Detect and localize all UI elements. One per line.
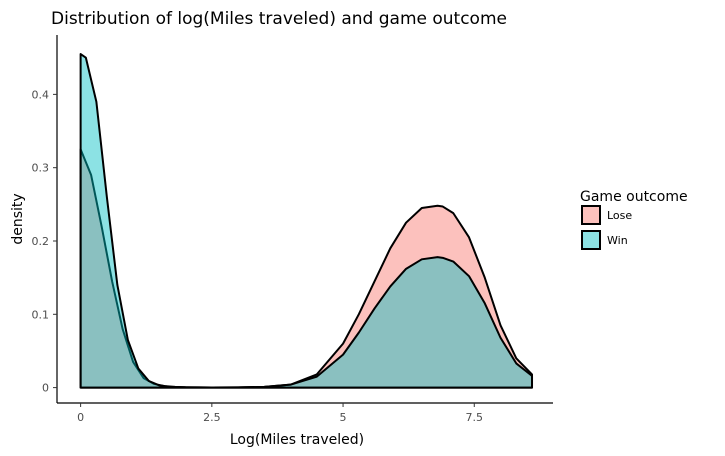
y-ticks: 0 0.1 0.2 0.3 0.4 <box>32 88 57 395</box>
y-tick-label: 0 <box>42 382 49 395</box>
y-axis-title: density <box>10 193 26 244</box>
x-tick-label: 0 <box>77 411 84 424</box>
x-tick-label: 2.5 <box>203 411 221 424</box>
x-tick-label: 7.5 <box>466 411 484 424</box>
legend-label-win: Win <box>607 234 628 247</box>
y-tick-label: 0.3 <box>32 162 50 175</box>
density-area-lose <box>79 148 534 389</box>
y-tick-label: 0.2 <box>32 235 50 248</box>
legend-items: Lose Win <box>581 205 632 250</box>
legend-key-lose <box>581 205 601 225</box>
legend-title: Game outcome <box>580 189 688 205</box>
legend-label-lose: Lose <box>607 209 632 222</box>
density-area-win <box>79 53 534 389</box>
y-tick-label: 0.1 <box>32 308 50 321</box>
legend: Game outcome Lose Win <box>580 189 688 250</box>
plot-areas <box>79 53 534 389</box>
x-ticks: 0 2.5 5 7.5 <box>77 403 483 424</box>
chart-title: Distribution of log(Miles traveled) and … <box>51 9 507 29</box>
x-axis-title: Log(Miles traveled) <box>230 432 364 448</box>
legend-key-win <box>581 230 601 250</box>
x-tick-label: 5 <box>340 411 347 424</box>
y-tick-label: 0.4 <box>32 88 50 101</box>
